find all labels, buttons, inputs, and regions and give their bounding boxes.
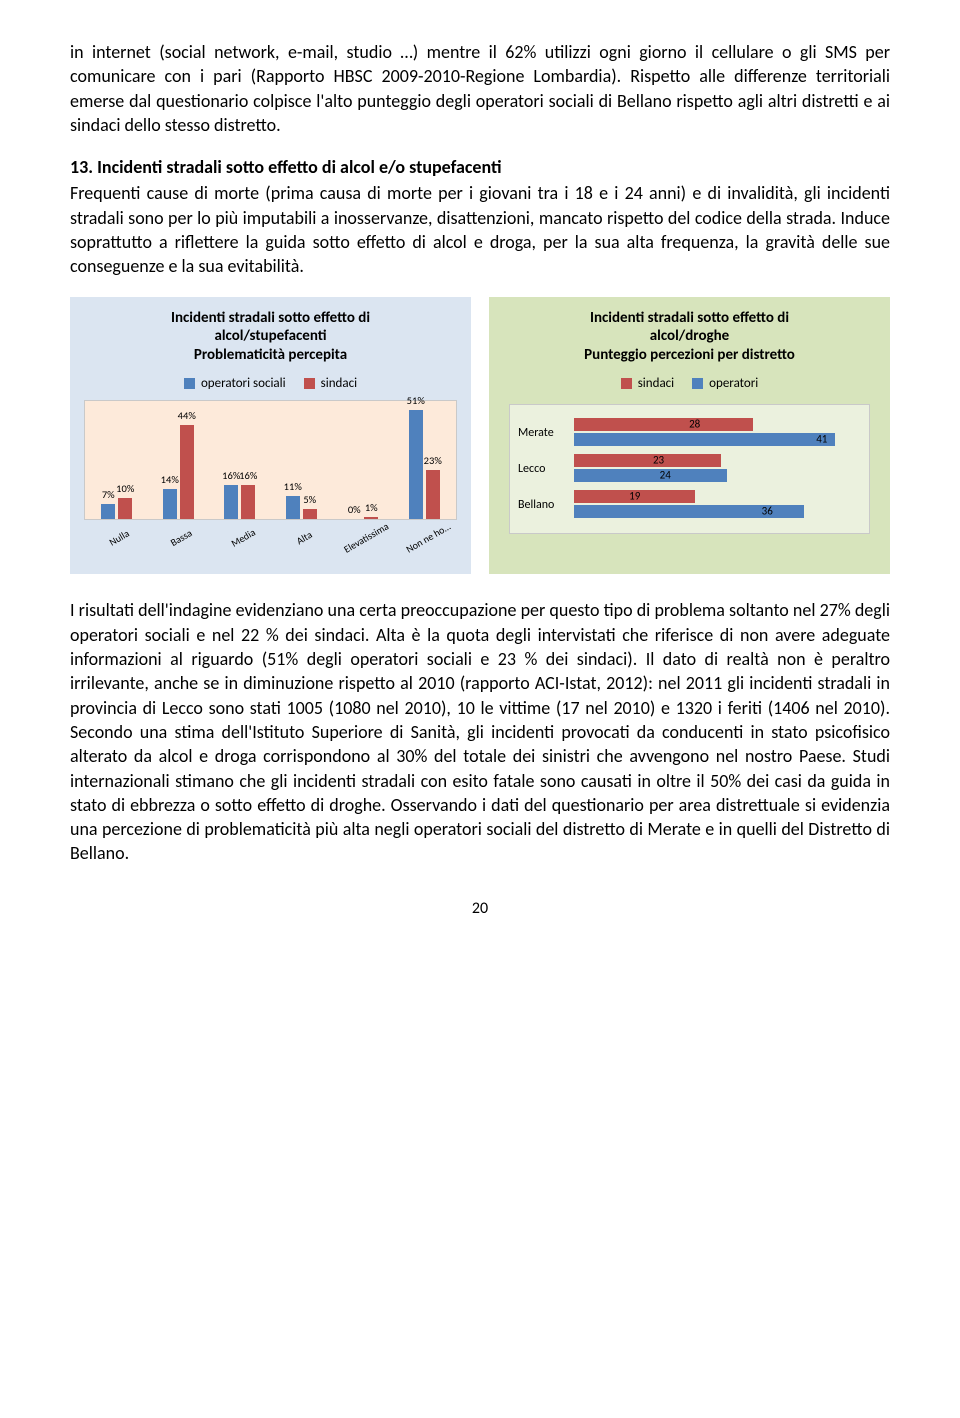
bar-group: 14%44% — [153, 425, 205, 519]
legend-label: sindaci — [321, 375, 357, 393]
hbar-bars: 28 41 — [574, 417, 861, 449]
paragraph-section: Frequenti cause di morte (prima causa di… — [70, 181, 890, 278]
hbar-value-label: 28 — [689, 418, 700, 433]
chart-right-title-l2: alcol/droghe — [650, 327, 729, 345]
column-chart: 7%10%14%44%16%16%11%5%0%1%51%23% NullaBa… — [84, 400, 457, 560]
hbar-category-label: Merate — [518, 425, 574, 441]
chart-distretti: Incidenti stradali sotto effetto di alco… — [489, 297, 890, 575]
column-plot-area: 7%10%14%44%16%16%11%5%0%1%51%23% — [84, 400, 457, 520]
section-title: 13. Incidenti stradali sotto effetto di … — [70, 155, 890, 179]
hbar-value-label: 23 — [653, 454, 664, 469]
hbar-plot-area: Merate2841Lecco2324Bellano1936 — [509, 404, 870, 534]
chart-problematicita: Incidenti stradali sotto effetto di alco… — [70, 297, 471, 575]
hbar-row: Bellano1936 — [518, 489, 861, 521]
hbar-value-label: 41 — [816, 433, 827, 448]
hbar-bar-sindaci: 19 — [574, 490, 695, 503]
bar-sindaci: 16% — [241, 485, 255, 519]
bar-sindaci: 1% — [364, 517, 378, 519]
hbar-value-label: 24 — [660, 469, 671, 484]
bar-group: 0%1% — [337, 517, 389, 519]
hbar-bar-sindaci: 23 — [574, 454, 721, 467]
hbar-bars: 1936 — [574, 489, 861, 521]
bar-operatori: 16% — [224, 485, 238, 519]
bar-group: 51%23% — [399, 410, 451, 519]
x-axis-label: Elevatissima — [341, 520, 393, 558]
bar-sindaci: 23% — [426, 470, 440, 519]
legend-item: operatori — [692, 375, 758, 393]
chart-left-title-l2: alcol/stupefacenti — [214, 327, 326, 345]
legend-item: sindaci — [621, 375, 674, 393]
bar-group: 11%5% — [276, 496, 328, 520]
bar-sindaci: 10% — [118, 498, 132, 519]
hbar-row: Lecco2324 — [518, 453, 861, 485]
bar-value-label: 7% — [102, 488, 115, 502]
bar-operatori: 7% — [101, 504, 115, 519]
legend-swatch-icon — [184, 378, 195, 389]
legend-swatch-icon — [304, 378, 315, 389]
legend-item: sindaci — [304, 375, 357, 393]
chart-left-legend: operatori sociali sindaci — [84, 375, 457, 393]
hbar-value-label: 36 — [762, 505, 773, 520]
column-x-labels: NullaBassaMediaAltaElevatissimaNon ne ho… — [84, 524, 457, 538]
legend-item: operatori sociali — [184, 375, 286, 393]
bar-value-label: 0% — [348, 503, 361, 517]
x-axis-label: Media — [217, 520, 269, 558]
legend-label: sindaci — [638, 375, 674, 393]
bar-group: 16%16% — [214, 485, 266, 519]
bar-sindaci: 5% — [303, 509, 317, 520]
hbar-category-label: Lecco — [518, 461, 574, 477]
hbar-bar-operatori: 36 — [574, 505, 804, 518]
chart-right-title-l3: Punteggio percezioni per distretto — [584, 346, 795, 364]
bar-value-label: 51% — [407, 394, 425, 408]
legend-swatch-icon — [621, 378, 632, 389]
paragraph-top: in internet (social network, e-mail, stu… — [70, 40, 890, 137]
hbar-bar-sindaci: 28 — [574, 418, 753, 431]
legend-label: operatori sociali — [201, 375, 286, 393]
chart-right-title: Incidenti stradali sotto effetto di alco… — [503, 309, 876, 365]
x-axis-label: Alta — [279, 520, 331, 558]
bar-operatori: 11% — [286, 496, 300, 520]
bar-group: 7%10% — [91, 498, 143, 519]
bar-value-label: 16% — [222, 469, 240, 483]
chart-left-title-l1: Incidenti stradali sotto effetto di — [171, 309, 370, 327]
x-axis-label: Bassa — [155, 520, 207, 558]
charts-row: Incidenti stradali sotto effetto di alco… — [70, 297, 890, 575]
bar-sindaci: 44% — [180, 425, 194, 519]
x-axis-label: Nulla — [93, 520, 145, 558]
hbar-category-label: Bellano — [518, 497, 574, 513]
hbar-chart: Merate2841Lecco2324Bellano1936 — [503, 400, 876, 542]
bar-value-label: 11% — [284, 480, 302, 494]
legend-label: operatori — [709, 375, 758, 393]
bar-value-label: 23% — [424, 454, 442, 468]
hbar-value-label: 19 — [629, 490, 640, 505]
bar-operatori: 14% — [163, 489, 177, 519]
bar-value-label: 10% — [116, 482, 134, 496]
legend-swatch-icon — [692, 378, 703, 389]
chart-left-title-l3: Problematicità percepita — [194, 346, 347, 364]
paragraph-bottom: I risultati dell'indagine evidenziano un… — [70, 598, 890, 865]
bar-operatori: 51% — [409, 410, 423, 519]
x-axis-label: Non ne ho… — [403, 520, 455, 558]
chart-right-legend: sindaci operatori — [503, 375, 876, 393]
bar-value-label: 14% — [161, 473, 179, 487]
hbar-bar-operatori: 24 — [574, 469, 727, 482]
bar-value-label: 5% — [303, 493, 316, 507]
hbar-row: Merate 28 41 — [518, 417, 861, 449]
bar-value-label: 16% — [239, 469, 257, 483]
chart-right-title-l1: Incidenti stradali sotto effetto di — [590, 309, 789, 327]
bar-value-label: 1% — [365, 501, 378, 515]
chart-left-title: Incidenti stradali sotto effetto di alco… — [84, 309, 457, 365]
page-number: 20 — [70, 898, 890, 920]
bar-value-label: 44% — [178, 409, 196, 423]
hbar-bar-operatori: 41 — [574, 433, 835, 446]
hbar-bars: 2324 — [574, 453, 861, 485]
